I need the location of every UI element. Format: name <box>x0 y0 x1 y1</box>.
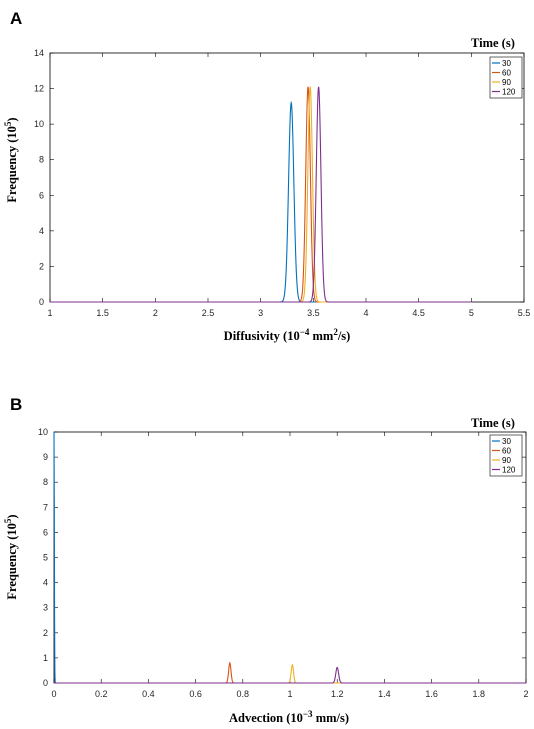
x-tick-label: 2 <box>523 689 528 699</box>
x-tick-label: 2.5 <box>202 308 215 318</box>
panel-b-plot-area <box>53 431 527 684</box>
legend-label-30: 30 <box>502 437 511 446</box>
y-tick-label: 10 <box>38 427 48 437</box>
x-tick-label: 4 <box>363 308 368 318</box>
series-line-30 <box>53 431 526 684</box>
x-tick-label: 1.8 <box>473 689 486 699</box>
legend-label-60: 60 <box>502 447 511 456</box>
x-tick-label: 1 <box>47 308 52 318</box>
x-tick-label: 0.8 <box>237 689 250 699</box>
panel-b-x-ticks: 0 0.2 0.4 0.6 0.8 1 1.2 1.4 1.6 1.8 2 <box>51 432 529 699</box>
panel-b-x-axis-label: Advection (10−3 mm/s) <box>229 709 349 725</box>
y-tick-label: 14 <box>34 48 44 58</box>
legend-label-90: 90 <box>502 78 511 87</box>
x-tick-label: 3.5 <box>307 308 320 318</box>
x-tick-label: 0.6 <box>189 689 202 699</box>
x-tick-label: 1.4 <box>378 689 391 699</box>
panel-a-x-ticks: 1 1.5 2 2.5 3 3.5 4 4.5 5 5.5 <box>47 53 530 318</box>
series-line-60 <box>50 86 472 303</box>
x-tick-label: 5.5 <box>518 308 531 318</box>
panel-b-letter: B <box>10 395 22 414</box>
legend-label-90: 90 <box>502 456 511 465</box>
panel-a-x-axis-label: Diffusivity (10−4 mm2/s) <box>224 327 351 343</box>
legend-label-30: 30 <box>502 59 511 68</box>
x-tick-label: 1.6 <box>425 689 438 699</box>
y-tick-label: 2 <box>39 261 44 271</box>
y-tick-label: 8 <box>39 155 44 165</box>
y-tick-label: 3 <box>43 603 48 613</box>
series-line-120 <box>54 666 526 684</box>
y-tick-label: 2 <box>43 628 48 638</box>
legend-label-120: 120 <box>502 466 516 475</box>
panel-b-y-axis-label: Frequency (105) <box>3 514 19 599</box>
panel-a-series <box>50 86 472 303</box>
panel-a-plot-area <box>49 52 525 303</box>
y-tick-label: 1 <box>43 653 48 663</box>
x-tick-label: 0.4 <box>142 689 155 699</box>
series-line-90 <box>50 86 472 303</box>
panel-a-legend-title: Time (s) <box>471 36 515 50</box>
y-tick-label: 12 <box>34 84 44 94</box>
x-tick-label: 1.5 <box>96 308 109 318</box>
panel-a-y-axis-label: Frequency (105) <box>3 117 19 202</box>
y-tick-label: 7 <box>43 502 48 512</box>
series-line-90 <box>54 663 526 684</box>
panel-b-y-ticks: 0 1 2 3 4 5 6 7 8 9 10 <box>38 427 526 688</box>
legend-label-120: 120 <box>502 88 516 97</box>
y-tick-label: 5 <box>43 553 48 563</box>
legend-label-60: 60 <box>502 69 511 78</box>
series-line-120 <box>50 86 472 303</box>
y-tick-label: 9 <box>43 452 48 462</box>
panel-b-series <box>53 431 526 684</box>
x-tick-label: 1.2 <box>331 689 344 699</box>
panel-a-y-ticks: 0 2 4 6 8 10 12 14 <box>34 48 524 307</box>
y-tick-label: 6 <box>39 190 44 200</box>
y-tick-label: 8 <box>43 477 48 487</box>
x-tick-label: 5 <box>469 308 474 318</box>
x-tick-label: 1 <box>287 689 292 699</box>
panel-b-chart: B 0 1 2 3 4 5 6 7 8 9 10 0 0.2 0.4 0.6 0.8 1 1.2 1.4 1.6 1.… <box>3 395 529 725</box>
series-line-30 <box>50 100 472 303</box>
x-tick-label: 0.2 <box>95 689 108 699</box>
x-tick-label: 4.5 <box>412 308 425 318</box>
y-tick-label: 0 <box>43 678 48 688</box>
x-tick-label: 2 <box>153 308 158 318</box>
panel-b-legend-title: Time (s) <box>471 416 515 430</box>
x-tick-label: 3 <box>258 308 263 318</box>
y-tick-label: 4 <box>43 578 48 588</box>
y-tick-label: 6 <box>43 527 48 537</box>
panel-a-chart: A 0 2 4 6 8 10 12 14 1 1.5 2 2.5 3 3.5 4 4.5 5 5.5 Diffu… <box>3 9 530 343</box>
y-tick-label: 4 <box>39 226 44 236</box>
panel-a-letter: A <box>10 9 22 28</box>
y-tick-label: 0 <box>39 297 44 307</box>
x-tick-label: 0 <box>51 689 56 699</box>
y-tick-label: 10 <box>34 119 44 129</box>
